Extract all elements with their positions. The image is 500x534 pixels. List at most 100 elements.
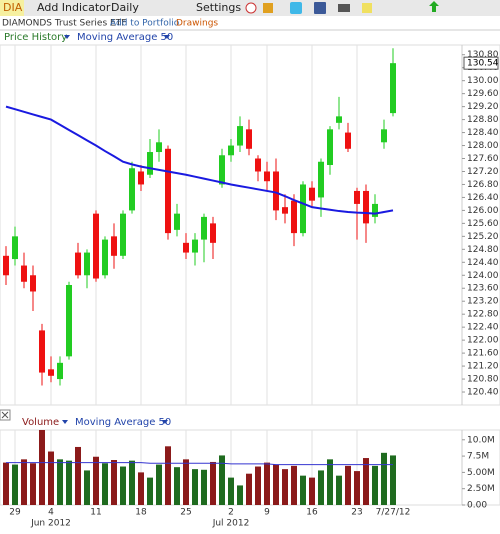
legend-volume: Volume <box>22 417 59 428</box>
interval[interactable]: Daily <box>111 1 139 14</box>
last-price: 130.54 <box>467 59 499 69</box>
candle-body <box>39 330 45 373</box>
y-tick-label: 5.00M <box>467 468 495 478</box>
candle-body <box>345 132 351 149</box>
camera-icon[interactable] <box>338 4 350 12</box>
alarm-icon[interactable] <box>245 2 257 14</box>
y-tick-label: 7.5M <box>467 452 489 462</box>
x-tick-label: 23 <box>351 508 362 518</box>
y-tick-label: 127.60 <box>467 154 499 164</box>
volume-bar <box>228 477 234 505</box>
volume-bar <box>300 475 306 505</box>
email-icon[interactable] <box>263 3 273 13</box>
y-tick-label: 120.40 <box>467 388 499 398</box>
y-tick-label: 10.0M <box>467 435 495 445</box>
candle-body <box>318 161 324 198</box>
candle-body <box>138 171 144 185</box>
legend-volume-ma: Moving Average 50 <box>75 417 171 428</box>
candle-body <box>336 116 342 123</box>
volume-bar <box>264 462 270 505</box>
x-tick-label: 25 <box>180 508 191 518</box>
x-tick-label: 9 <box>264 508 270 518</box>
y-tick-label: 129.20 <box>467 102 499 112</box>
candle-body <box>3 255 9 276</box>
y-tick-label: 121.60 <box>467 349 499 359</box>
close-x <box>1 411 9 419</box>
twitter-icon[interactable] <box>290 2 302 14</box>
volume-bar <box>75 446 81 505</box>
y-tick-label: 126.00 <box>467 206 499 216</box>
candle-body <box>255 158 261 172</box>
volume-bar <box>210 461 216 505</box>
candle-body <box>30 275 36 292</box>
y-tick-label: 0.00 <box>467 501 487 511</box>
symbol-box[interactable] <box>0 0 24 16</box>
candle-body <box>201 216 207 240</box>
candle-body <box>219 155 225 185</box>
candle-body <box>246 129 252 149</box>
y-tick-label: 130.80 <box>467 50 499 60</box>
y-tick-label: 125.20 <box>467 232 499 242</box>
dropdown <box>164 35 170 39</box>
settings[interactable]: Settings <box>196 1 241 14</box>
volume-bar <box>84 470 90 505</box>
dropdown <box>64 35 70 39</box>
security-name: DIAMONDS Trust Series ETF <box>2 19 126 29</box>
add-indicator[interactable]: Add Indicator <box>37 1 111 14</box>
x-tick-label: 4 <box>48 508 54 518</box>
volume-bar <box>21 459 27 505</box>
x-tick-label: 7/27/12 <box>376 508 411 518</box>
add-to-portfolio[interactable]: Add to Portfolio <box>110 19 180 29</box>
legend-ma: Moving Average 50 <box>77 32 173 43</box>
volume-bar <box>309 477 315 505</box>
candle-body <box>354 190 360 204</box>
y-tick-label: 124.00 <box>467 271 499 281</box>
candle-body <box>102 239 108 276</box>
y-tick-label: 125.60 <box>467 219 499 229</box>
volume-bar <box>165 446 171 505</box>
volume-bar <box>12 464 18 505</box>
candle-body <box>210 223 216 243</box>
candle-body <box>300 184 306 234</box>
candle-body <box>237 126 243 146</box>
volume-bar <box>291 465 297 505</box>
symbol[interactable]: DIA <box>3 1 23 14</box>
y-tick-label: 122.80 <box>467 310 499 320</box>
x-tick-label: 29 <box>9 508 21 518</box>
volume-bar <box>30 463 36 505</box>
volume-bar <box>39 430 45 505</box>
note-icon[interactable] <box>362 3 372 13</box>
y-tick-label: 126.40 <box>467 193 499 203</box>
volume-bar <box>327 459 333 505</box>
x-month-label: Jul 2012 <box>212 519 250 529</box>
plot-frame <box>0 44 500 406</box>
y-tick-label: 124.80 <box>467 245 499 255</box>
legend-price: Price History <box>4 32 67 43</box>
volume-bar <box>129 460 135 505</box>
candle-body <box>57 362 63 380</box>
candle-body <box>183 242 189 253</box>
drawings[interactable]: Drawings <box>176 19 218 29</box>
y-tick-label: 128.00 <box>467 141 499 151</box>
y-tick-label: 120.80 <box>467 375 499 385</box>
y-tick-label: 127.20 <box>467 167 499 177</box>
volume-bar <box>363 458 369 505</box>
y-tick-label: 129.60 <box>467 89 499 99</box>
candle-body <box>93 213 99 279</box>
volume-bar <box>57 459 63 505</box>
x-tick-label: 16 <box>306 508 318 518</box>
candle-body <box>309 187 315 201</box>
candle-body <box>84 252 90 276</box>
y-tick-label: 2.50M <box>467 484 495 494</box>
volume-bar <box>120 466 126 505</box>
volume-bar <box>372 465 378 505</box>
candle-body <box>21 265 27 282</box>
volume-bar <box>183 459 189 505</box>
candle-body <box>381 129 387 143</box>
candle-body <box>228 145 234 156</box>
candle-body <box>273 171 279 211</box>
volume-bar <box>246 473 252 505</box>
y-tick-label: 126.80 <box>467 180 499 190</box>
facebook-icon[interactable] <box>314 2 326 14</box>
